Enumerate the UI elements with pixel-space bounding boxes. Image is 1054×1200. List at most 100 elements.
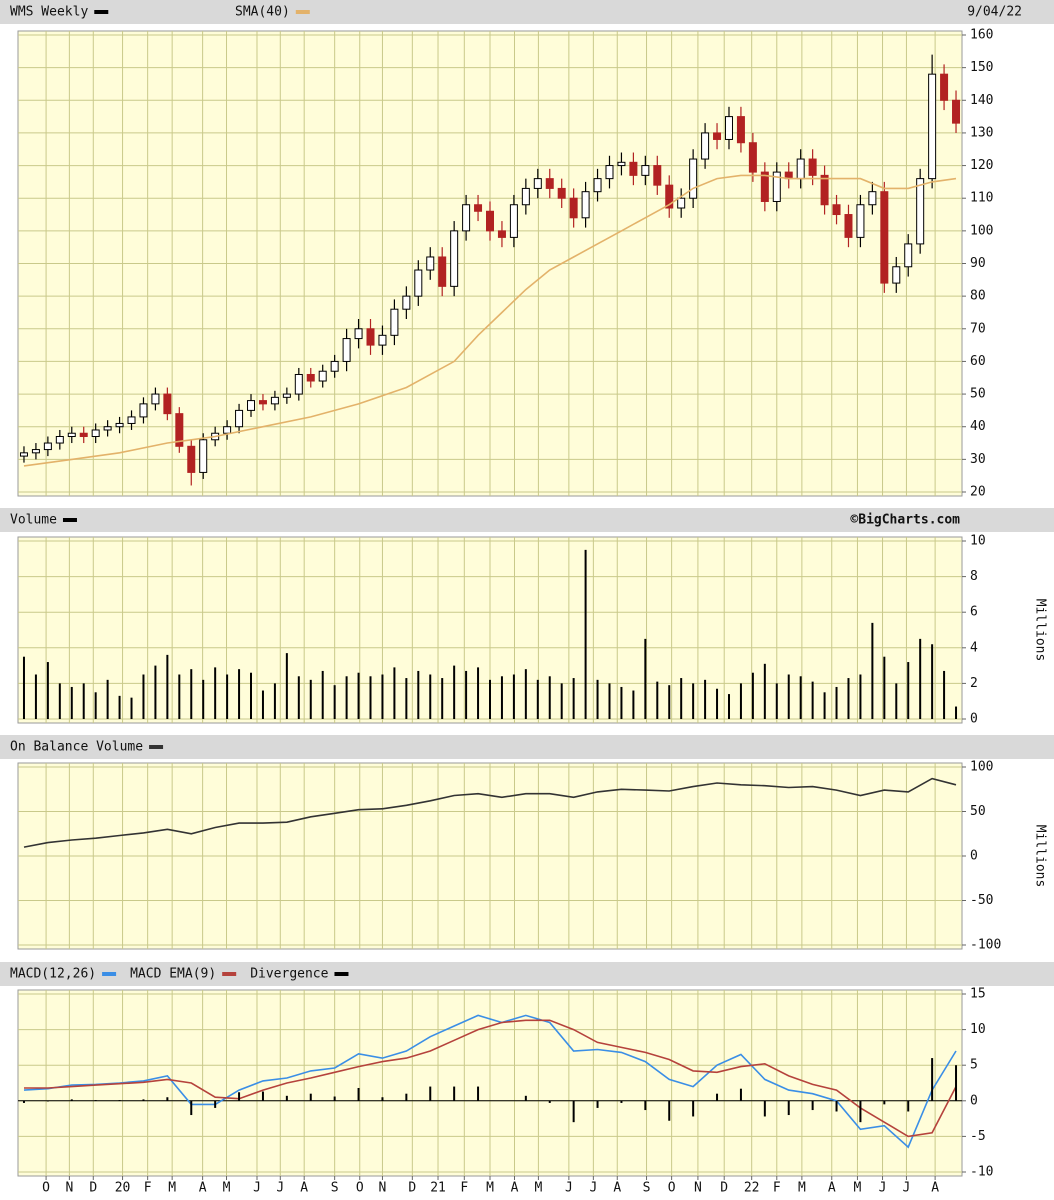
candle-body [581, 191, 590, 219]
candle-body [127, 416, 136, 424]
y-tick-label: -100 [970, 938, 1001, 953]
candle-body [486, 210, 494, 232]
obv-line [23, 777, 957, 848]
candle-body [940, 73, 949, 101]
x-tick-label: A [828, 1181, 836, 1196]
candle-body [294, 373, 303, 395]
y-tick-label: 2 [970, 676, 978, 691]
candle-body [426, 256, 435, 271]
candle-body [808, 158, 817, 176]
candle-body [378, 334, 387, 346]
y-tick-label: 40 [970, 419, 986, 434]
panel-header [0, 0, 1054, 24]
candle-body [521, 187, 530, 206]
candle-body [55, 436, 64, 444]
candle-body [282, 393, 291, 398]
candle-body [844, 214, 853, 238]
candle-body [545, 178, 554, 189]
candle-body [235, 409, 244, 428]
x-tick-label: S [643, 1181, 651, 1196]
panel-header [0, 962, 1054, 986]
x-tick-label: M [854, 1181, 862, 1196]
x-tick-label: F [460, 1181, 468, 1196]
x-tick-label: J [903, 1181, 911, 1196]
x-tick-label: M [486, 1181, 494, 1196]
legend-label: MACD EMA(9) [130, 967, 216, 982]
y-tick-label: 0 [970, 849, 978, 864]
candle-body [223, 426, 232, 434]
candle-body [270, 396, 279, 405]
x-tick-label: A [613, 1181, 621, 1196]
x-tick-label: J [879, 1181, 887, 1196]
y-tick-label: 90 [970, 256, 986, 271]
candle-body [677, 197, 686, 209]
y-tick-label: 80 [970, 289, 986, 304]
y-tick-label: 0 [970, 1093, 978, 1108]
y-tick-label: 100 [970, 223, 993, 238]
x-tick-label: N [65, 1181, 73, 1196]
y-tick-label: 120 [970, 158, 993, 173]
candle-body [557, 187, 566, 199]
legend-label: MACD(12,26) [10, 967, 96, 982]
candle-body [497, 230, 506, 238]
y-tick-label: -50 [970, 893, 993, 908]
candle-body [342, 338, 351, 362]
candle-body [43, 442, 52, 451]
x-tick-label: A [931, 1181, 939, 1196]
candle-body [474, 204, 483, 212]
x-tick-label: 20 [115, 1181, 131, 1196]
x-tick-label: O [668, 1181, 676, 1196]
x-tick-label: M [223, 1181, 231, 1196]
candle-body [868, 191, 877, 206]
candle-body [31, 449, 40, 454]
candle-body [139, 403, 148, 418]
candle-body [748, 142, 757, 173]
candle-body [641, 165, 650, 176]
candle-body [79, 432, 88, 438]
candle-body [533, 178, 542, 189]
x-tick-label: N [694, 1181, 702, 1196]
legend-swatch [334, 972, 349, 976]
candle-body [653, 165, 662, 186]
y-tick-label: -5 [970, 1129, 986, 1144]
candle-body [796, 158, 805, 180]
y-tick-label: 8 [970, 569, 978, 584]
y-tick-label: 50 [970, 804, 986, 819]
candle-body [593, 178, 602, 193]
candle-body [390, 308, 399, 336]
candle-body [103, 426, 112, 431]
candle-body [187, 445, 196, 473]
candle-body [916, 178, 925, 245]
y-axis-label: Millions [1033, 599, 1048, 662]
candle-body [175, 413, 184, 447]
x-tick-label: 22 [744, 1181, 760, 1196]
candle-body [462, 204, 471, 232]
candle-body [258, 400, 267, 405]
candle-body [760, 171, 769, 202]
candle-body [701, 132, 710, 160]
candle-body [928, 73, 937, 180]
candle-body [880, 191, 889, 284]
x-tick-label: O [42, 1181, 50, 1196]
sma-line [23, 174, 957, 467]
candle-body [67, 432, 76, 438]
candle-body [414, 269, 423, 297]
candle-body [724, 116, 733, 140]
x-tick-label: J [589, 1181, 597, 1196]
y-tick-label: 160 [970, 28, 993, 43]
y-tick-label: 130 [970, 125, 993, 140]
y-tick-label: 15 [970, 987, 986, 1002]
candle-body [617, 161, 626, 167]
legend-label: Divergence [250, 967, 328, 982]
y-tick-label: 10 [970, 1022, 986, 1037]
x-tick-label: M [534, 1181, 542, 1196]
candle-body [151, 393, 160, 405]
y-tick-label: 110 [970, 191, 993, 206]
x-tick-label: F [144, 1181, 152, 1196]
y-tick-label: 10 [970, 534, 986, 549]
y-tick-label: 140 [970, 93, 993, 108]
legend-label: Volume [10, 513, 57, 528]
candle-body [605, 165, 614, 180]
